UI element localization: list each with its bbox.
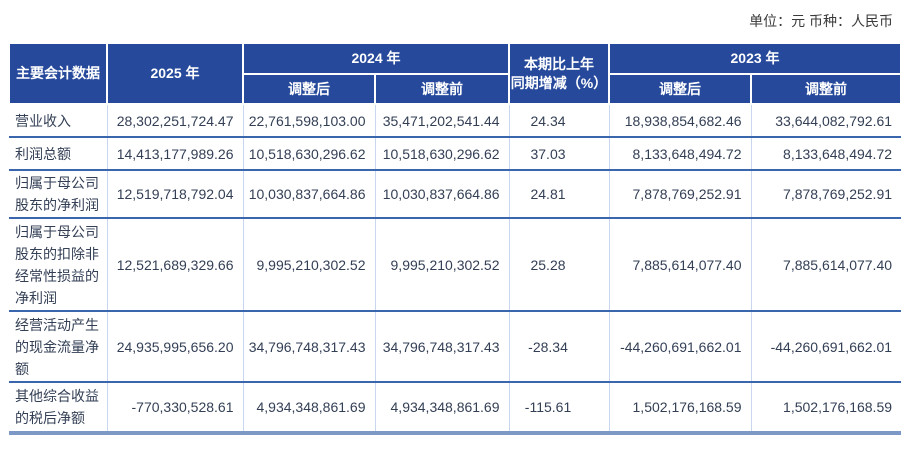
cell-change-percent: 24.34 [509, 104, 610, 138]
table-body: 营业收入 28,302,251,724.47 22,761,598,103.00… [9, 104, 902, 435]
cell-change-percent: 24.81 [509, 170, 610, 219]
header-2023-adjusted-after: 调整后 [608, 73, 753, 105]
cell-2023-adjusted-before: 1,502,176,168.59 [751, 382, 902, 435]
cell-2024-adjusted-after: 10,030,837,664.86 [243, 170, 376, 219]
cell-2025: 14,413,177,989.26 [107, 137, 244, 171]
cell-change-percent: -115.61 [509, 382, 610, 435]
cell-2024-adjusted-before: 10,518,630,296.62 [375, 137, 510, 171]
cell-2024-adjusted-after: 10,518,630,296.62 [243, 137, 376, 171]
header-2023: 2023 年 [608, 42, 903, 75]
table-row-operating-revenue: 营业收入 28,302,251,724.47 22,761,598,103.00… [9, 104, 902, 138]
table-row-total-profit: 利润总额 14,413,177,989.26 10,518,630,296.62… [9, 137, 902, 171]
row-label: 营业收入 [9, 104, 108, 138]
cell-2023-adjusted-before: 7,885,614,077.40 [751, 218, 902, 312]
table-row-net-profit-excl-nonrecurring: 归属于母公司股东的扣除非经常性损益的净利润 12,521,689,329.66 … [9, 218, 902, 312]
cell-change-percent: -28.34 [509, 311, 610, 383]
cell-2024-adjusted-before: 35,471,202,541.44 [375, 104, 510, 138]
cell-2025: 12,521,689,329.66 [107, 218, 244, 312]
header-2024: 2024 年 [241, 42, 511, 75]
table-header: 主要会计数据 2025 年 2024 年 本期比上年 同期增减（%） 2023 … [8, 42, 903, 105]
cell-2024-adjusted-after: 34,796,748,317.43 [243, 311, 376, 383]
cell-2023-adjusted-after: 18,938,854,682.46 [609, 104, 752, 138]
table-row-other-comprehensive-income: 其他综合收益的税后净额 -770,330,528.61 4,934,348,86… [9, 382, 902, 435]
cell-2025: 28,302,251,724.47 [107, 104, 244, 138]
cell-2023-adjusted-before: -44,260,691,662.01 [751, 311, 902, 383]
cell-2025: 12,519,718,792.04 [107, 170, 244, 219]
header-2024-adjusted-after: 调整后 [242, 73, 376, 105]
cell-2025: 24,935,995,656.20 [107, 311, 244, 383]
header-2024-adjusted-before: 调整前 [373, 73, 511, 105]
cell-change-percent: 25.28 [509, 218, 610, 312]
header-change-line2: 同期增减（%） [510, 74, 608, 91]
unit-label: 单位：元 币种：人民币 [749, 13, 893, 29]
row-label: 归属于母公司股东的扣除非经常性损益的净利润 [9, 218, 108, 312]
cell-2024-adjusted-after: 4,934,348,861.69 [243, 382, 376, 435]
table-row-net-profit-attributable: 归属于母公司股东的净利润 12,519,718,792.04 10,030,83… [9, 170, 902, 219]
cell-2025: -770,330,528.61 [107, 382, 244, 435]
cell-2023-adjusted-after: 8,133,648,494.72 [609, 137, 752, 171]
header-2025: 2025 年 [106, 42, 244, 105]
cell-2023-adjusted-before: 33,644,082,792.61 [751, 104, 902, 138]
cell-2024-adjusted-before: 34,796,748,317.43 [375, 311, 510, 383]
header-2023-adjusted-before: 调整前 [750, 73, 903, 105]
row-label: 其他综合收益的税后净额 [9, 382, 108, 435]
header-main-metrics: 主要会计数据 [8, 42, 108, 105]
cell-2024-adjusted-before: 4,934,348,861.69 [375, 382, 510, 435]
cell-2024-adjusted-before: 9,995,210,302.52 [375, 218, 510, 312]
cell-2023-adjusted-after: 7,885,614,077.40 [609, 218, 752, 312]
cell-2024-adjusted-before: 10,030,837,664.86 [375, 170, 510, 219]
row-label: 经营活动产生的现金流量净额 [9, 311, 108, 383]
cell-2023-adjusted-after: 7,878,769,252.91 [609, 170, 752, 219]
cell-2024-adjusted-after: 22,761,598,103.00 [243, 104, 376, 138]
header-change-vs-prior-year: 本期比上年 同期增减（%） [508, 42, 611, 105]
cell-2023-adjusted-after: -44,260,691,662.01 [609, 311, 752, 383]
cell-2023-adjusted-before: 8,133,648,494.72 [751, 137, 902, 171]
key-accounting-data-table: 主要会计数据 2025 年 2024 年 本期比上年 同期增减（%） 2023 … [8, 42, 903, 435]
cell-2023-adjusted-after: 1,502,176,168.59 [609, 382, 752, 435]
cell-2024-adjusted-after: 9,995,210,302.52 [243, 218, 376, 312]
cell-2023-adjusted-before: 7,878,769,252.91 [751, 170, 902, 219]
header-change-line1: 本期比上年 [524, 55, 595, 72]
cell-change-percent: 37.03 [509, 137, 610, 171]
row-label: 利润总额 [9, 137, 108, 171]
row-label: 归属于母公司股东的净利润 [9, 170, 108, 219]
table-row-operating-cash-flow: 经营活动产生的现金流量净额 24,935,995,656.20 34,796,7… [9, 311, 902, 383]
